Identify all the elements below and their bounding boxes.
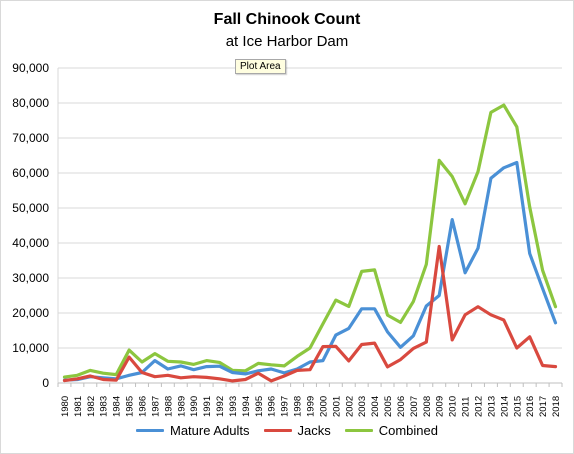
legend-label: Jacks [297, 423, 331, 438]
x-tick-label: 1980 [60, 396, 71, 417]
legend-swatch [263, 429, 292, 432]
x-tick-label: 1997 [280, 396, 291, 417]
x-tick-label: 1991 [202, 396, 213, 417]
x-tick-label: 2018 [551, 396, 562, 417]
series-line-combined [62, 103, 558, 379]
x-tick-label: 2014 [499, 396, 510, 417]
legend-item-mature-adults[interactable]: Mature Adults [136, 423, 250, 438]
x-tick-label: 1983 [99, 396, 110, 417]
x-tick-label: 1987 [150, 396, 161, 417]
x-tick-label: 1988 [163, 396, 174, 417]
x-tick-label: 2001 [331, 396, 342, 417]
x-tick-label: 1999 [306, 396, 317, 417]
x-tick-label: 2004 [370, 396, 381, 417]
x-tick-label: 2015 [512, 396, 523, 417]
legend-item-jacks[interactable]: Jacks [263, 423, 331, 438]
x-tick-label: 2011 [461, 397, 472, 417]
x-tick-label: 1989 [176, 396, 187, 417]
series-line-mature-adults [62, 160, 558, 382]
y-tick-label: 20,000 [12, 306, 49, 320]
chart-subtitle: at Ice Harbor Dam [225, 33, 349, 50]
x-tick-label: 1993 [228, 396, 239, 417]
x-tick-label: 2008 [422, 396, 433, 417]
y-tick-label: 90,000 [12, 61, 49, 75]
x-tick-label: 1986 [138, 396, 149, 417]
x-tick-label: 2007 [409, 396, 420, 417]
x-tick-label: 1995 [254, 396, 265, 417]
x-tick-label: 1998 [293, 396, 304, 417]
legend-swatch [136, 429, 164, 432]
x-tick-label: 2005 [383, 396, 394, 417]
y-tick-label: 0 [42, 376, 49, 390]
x-tick-label: 2002 [344, 396, 355, 417]
x-tick-label: 1984 [112, 396, 123, 417]
legend-item-combined[interactable]: Combined [344, 423, 438, 438]
x-tick-label: 1990 [189, 396, 200, 417]
y-tick-label: 60,000 [12, 166, 49, 180]
x-tick-label: 2016 [525, 396, 536, 417]
x-tick-label: 2017 [538, 396, 549, 417]
series-line-jacks [62, 244, 558, 383]
legend-swatch [344, 429, 373, 432]
x-tick-label: 2013 [486, 396, 497, 417]
y-tick-label: 50,000 [12, 201, 49, 215]
x-tick-label: 1982 [86, 396, 97, 417]
chart-legend: Mature Adults Jacks Combined [0, 423, 574, 438]
x-tick-label: 1994 [241, 396, 252, 417]
y-tick-label: 40,000 [12, 236, 49, 250]
x-tick-label: 2012 [474, 396, 485, 417]
x-tick-label: 2000 [318, 396, 329, 417]
chart-title: Fall Chinook Count [213, 11, 361, 28]
legend-label: Mature Adults [170, 423, 250, 438]
x-tick-label: 2009 [435, 396, 446, 417]
y-tick-label: 10,000 [12, 341, 49, 355]
x-tick-label: 2010 [448, 396, 459, 417]
y-tick-label: 80,000 [12, 96, 49, 110]
x-tick-label: 1992 [215, 396, 226, 417]
x-tick-label: 2006 [396, 396, 407, 417]
x-tick-label: 1985 [125, 396, 136, 417]
x-tick-label: 1981 [73, 396, 84, 417]
legend-label: Combined [378, 423, 438, 438]
y-tick-label: 30,000 [12, 271, 49, 285]
plot-area-tooltip: Plot Area [235, 59, 286, 74]
x-tick-label: 1996 [267, 396, 278, 417]
x-tick-label: 2003 [357, 396, 368, 417]
y-tick-label: 70,000 [12, 131, 49, 145]
